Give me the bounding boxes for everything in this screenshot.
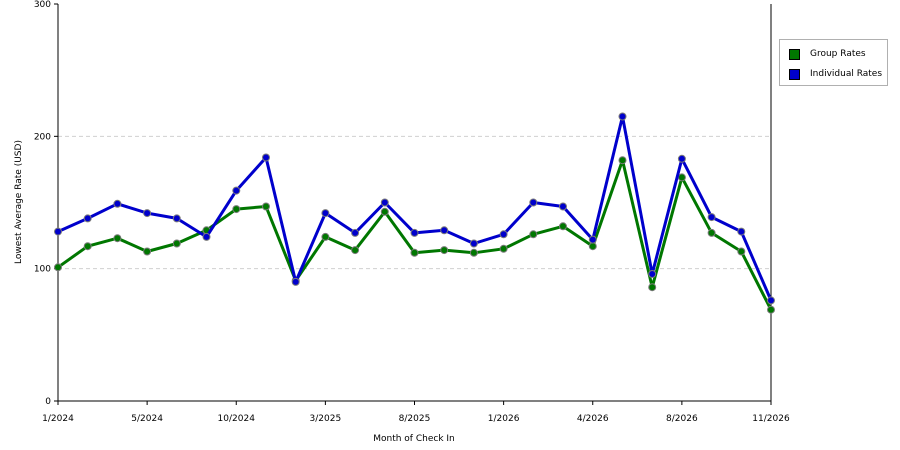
- data-point-group-rates-12: [410, 248, 419, 257]
- data-point-individual-rates-22: [707, 213, 716, 222]
- x-tick-label-15: 1/2026: [488, 414, 520, 424]
- y-tick-label-300: 300: [34, 0, 51, 10]
- data-point-group-rates-23: [737, 247, 746, 256]
- x-tick-label-18: 4/2026: [577, 414, 609, 424]
- y-tick-label-100: 100: [34, 265, 51, 275]
- y-tick-label-200: 200: [34, 132, 51, 142]
- data-point-group-rates-4: [172, 239, 181, 248]
- data-point-group-rates-9: [321, 232, 330, 241]
- x-tick-labels: 1/2024 5/2024 10/2024 3/2025 8/2025 1/2026 4/2…: [42, 401, 790, 424]
- y-tick-label-0: 0: [45, 397, 51, 407]
- data-point-group-rates-16: [529, 230, 538, 239]
- x-tick-label-9: 3/2025: [310, 414, 342, 424]
- data-point-individual-rates-13: [440, 226, 449, 235]
- data-point-group-rates-1: [83, 242, 92, 251]
- chart-legend: Group Rates Individual Rates: [779, 39, 888, 86]
- data-point-group-rates-19: [618, 156, 627, 165]
- data-point-individual-rates-24: [767, 296, 775, 305]
- data-point-group-rates-15: [499, 244, 508, 253]
- data-point-individual-rates-12: [410, 228, 419, 237]
- data-point-group-rates-0: [54, 263, 62, 272]
- data-point-individual-rates-14: [469, 239, 478, 248]
- data-point-individual-rates-3: [143, 209, 152, 218]
- data-point-group-rates-18: [588, 242, 597, 251]
- data-point-group-rates-11: [380, 207, 389, 216]
- data-point-individual-rates-7: [262, 153, 270, 162]
- data-point-individual-rates-15: [499, 230, 508, 239]
- legend-item-group-rates: Group Rates: [789, 48, 866, 60]
- data-point-individual-rates-21: [677, 154, 686, 163]
- data-point-group-rates-20: [648, 283, 657, 292]
- legend-swatch-individual-rates: [789, 68, 800, 80]
- y-tick-labels: 0 100 200 300: [34, 0, 58, 407]
- data-point-individual-rates-18: [588, 235, 597, 244]
- legend-item-individual-rates: Individual Rates: [789, 68, 882, 80]
- legend-label-group-rates: Group Rates: [810, 49, 866, 59]
- data-point-individual-rates-4: [172, 214, 181, 223]
- data-point-individual-rates-17: [559, 202, 567, 211]
- series-individual-rates: [54, 112, 775, 305]
- x-axis-title: Month of Check In: [373, 434, 455, 444]
- legend-label-individual-rates: Individual Rates: [810, 69, 883, 79]
- x-tick-label-3: 5/2024: [131, 414, 163, 424]
- x-tick-label-6: 10/2024: [218, 414, 256, 424]
- data-point-group-rates-17: [559, 222, 567, 231]
- data-point-group-rates-7: [262, 202, 270, 211]
- data-point-group-rates-13: [440, 246, 449, 255]
- data-point-group-rates-2: [113, 234, 122, 243]
- data-point-individual-rates-1: [83, 214, 92, 223]
- data-point-individual-rates-0: [54, 227, 62, 236]
- data-point-group-rates-6: [232, 205, 241, 214]
- data-point-individual-rates-6: [232, 186, 241, 195]
- data-point-group-rates-10: [351, 246, 360, 255]
- x-tick-label-21: 8/2026: [666, 414, 698, 424]
- x-tick-label-0: 1/2024: [42, 414, 74, 424]
- axes: [57, 4, 772, 402]
- data-point-group-rates-21: [677, 173, 686, 182]
- data-point-group-rates-3: [143, 247, 152, 256]
- data-point-group-rates-14: [469, 248, 478, 257]
- series-lines: [54, 112, 775, 314]
- series-group-rates: [54, 156, 775, 314]
- y-axis-title: Lowest Average Rate (USD): [14, 140, 24, 264]
- series-line-individual-rates: [56, 115, 773, 302]
- data-point-individual-rates-8: [291, 277, 300, 286]
- data-point-individual-rates-10: [351, 228, 360, 237]
- data-point-individual-rates-11: [380, 198, 389, 207]
- data-point-individual-rates-9: [321, 209, 330, 218]
- data-point-individual-rates-20: [648, 270, 657, 278]
- x-tick-label-24: 11/2026: [752, 414, 790, 424]
- legend-swatch-group-rates: [789, 48, 800, 60]
- data-point-individual-rates-5: [202, 232, 211, 241]
- data-point-individual-rates-2: [113, 199, 122, 208]
- data-point-group-rates-22: [707, 228, 716, 237]
- data-point-individual-rates-23: [737, 227, 746, 236]
- data-point-group-rates-24: [767, 305, 775, 314]
- x-tick-label-12: 8/2025: [399, 414, 431, 424]
- data-point-individual-rates-19: [618, 112, 627, 121]
- data-point-individual-rates-16: [529, 198, 538, 207]
